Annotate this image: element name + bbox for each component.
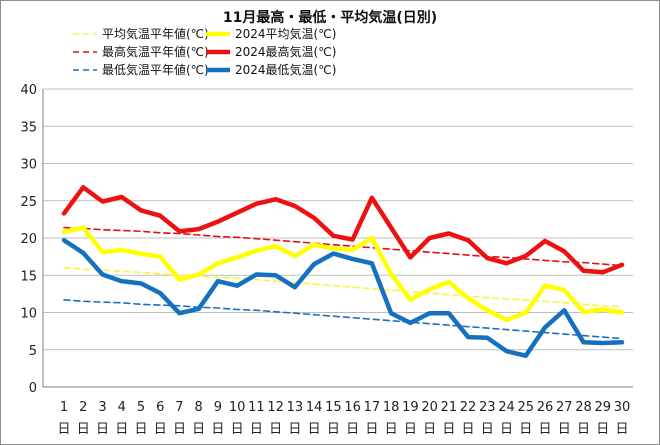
x-tick-label: 1 — [60, 400, 68, 415]
y-tick-label: 15 — [20, 269, 37, 284]
legend-label-2: 最高気温平年値(℃) — [102, 44, 209, 59]
legend-label-4: 最低気温平年値(℃) — [102, 62, 209, 77]
x-tick-unit: 日 — [346, 422, 359, 437]
x-tick-unit: 日 — [327, 422, 340, 437]
x-tick-label: 15 — [325, 400, 342, 415]
x-tick-label: 27 — [556, 400, 573, 415]
x-tick-label: 30 — [614, 400, 631, 415]
series-lines — [61, 185, 625, 358]
x-tick-unit: 日 — [519, 422, 532, 437]
y-tick-label: 0 — [29, 381, 37, 396]
x-tick-unit: 日 — [500, 422, 513, 437]
x-tick-unit: 日 — [57, 422, 70, 437]
x-tick-unit: 日 — [596, 422, 609, 437]
x-tick-label: 8 — [195, 400, 203, 415]
x-tick-unit: 日 — [77, 422, 90, 437]
x-tick-label: 9 — [214, 400, 222, 415]
x-tick-unit: 日 — [173, 422, 186, 437]
x-tick-label: 24 — [498, 400, 515, 415]
y-tick-labels: 0 5 10 15 20 25 30 35 40 — [20, 83, 37, 396]
x-tick-label: 18 — [383, 400, 400, 415]
x-tick-label: 5 — [137, 400, 145, 415]
y-tick-label: 5 — [29, 344, 37, 359]
x-tick-label: 2 — [79, 400, 87, 415]
legend: 平均気温平年値(℃) 2024平均気温(℃) 最高気温平年値(℃) 2024最高気温(… — [73, 26, 336, 77]
x-tick-unit: 日 — [231, 422, 244, 437]
x-tick-unit: 日 — [404, 422, 417, 437]
x-tick-label: 7 — [175, 400, 183, 415]
y-tick-label: 30 — [20, 158, 37, 173]
x-tick-label: 23 — [479, 400, 496, 415]
y-tick-label: 10 — [20, 307, 37, 322]
x-tick-label: 14 — [306, 400, 323, 415]
x-tick-label: 11 — [248, 400, 265, 415]
x-tick-unit: 日 — [269, 422, 282, 437]
x-tick-label: 16 — [344, 400, 361, 415]
x-tick-unit: 日 — [442, 422, 455, 437]
x-tick-label: 12 — [267, 400, 284, 415]
legend-label-0: 平均気温平年値(℃) — [102, 26, 209, 41]
x-tick-label: 17 — [364, 400, 381, 415]
x-tick-label: 13 — [287, 400, 304, 415]
series-line-4 — [63, 298, 623, 340]
x-tick-label: 19 — [402, 400, 419, 415]
x-tick-unit: 日 — [615, 422, 628, 437]
x-tick-label: 22 — [460, 400, 477, 415]
chart-title: 11月最高・最低・平均気温(日別) — [223, 9, 437, 26]
x-tick-unit: 日 — [365, 422, 378, 437]
x-tick-unit: 日 — [558, 422, 571, 437]
x-tick-unit: 日 — [288, 422, 301, 437]
legend-label-1: 2024平均気温(℃) — [235, 26, 336, 41]
x-tick-unit: 日 — [134, 422, 147, 437]
legend-label-5: 2024最低気温(℃) — [235, 62, 336, 77]
x-tick-unit: 日 — [539, 422, 552, 437]
x-tick-label: 25 — [518, 400, 535, 415]
x-tick-unit: 日 — [192, 422, 205, 437]
x-tick-unit: 日 — [423, 422, 436, 437]
x-tick-label: 29 — [594, 400, 611, 415]
axes — [42, 89, 633, 388]
x-tick-unit: 日 — [154, 422, 167, 437]
x-tick-label: 26 — [537, 400, 554, 415]
x-tick-labels: 1日2日3日4日5日6日7日8日9日10日11日12日13日14日15日16日1… — [57, 400, 630, 437]
x-tick-label: 10 — [229, 400, 246, 415]
series-line-2 — [63, 226, 623, 267]
y-tick-label: 40 — [20, 83, 37, 98]
x-tick-unit: 日 — [462, 422, 475, 437]
y-tick-label: 25 — [20, 195, 37, 210]
x-tick-unit: 日 — [385, 422, 398, 437]
x-tick-unit: 日 — [308, 422, 321, 437]
series-line-0 — [63, 266, 623, 308]
legend-label-3: 2024最高気温(℃) — [235, 44, 336, 59]
x-tick-unit: 日 — [211, 422, 224, 437]
series-line-5 — [61, 237, 625, 358]
series-line-1 — [61, 225, 625, 323]
x-tick-label: 20 — [421, 400, 438, 415]
grid-lines — [43, 88, 633, 351]
x-tick-unit: 日 — [577, 422, 590, 437]
x-tick-unit: 日 — [481, 422, 494, 437]
x-tick-label: 21 — [441, 400, 458, 415]
x-tick-label: 4 — [118, 400, 126, 415]
x-tick-unit: 日 — [96, 422, 109, 437]
series-line-3 — [61, 185, 625, 275]
x-tick-unit: 日 — [250, 422, 263, 437]
y-tick-label: 35 — [20, 120, 37, 135]
x-tick-label: 6 — [156, 400, 164, 415]
x-tick-label: 3 — [98, 400, 106, 415]
x-tick-label: 28 — [575, 400, 592, 415]
x-tick-unit: 日 — [115, 422, 128, 437]
y-tick-label: 20 — [20, 232, 37, 247]
